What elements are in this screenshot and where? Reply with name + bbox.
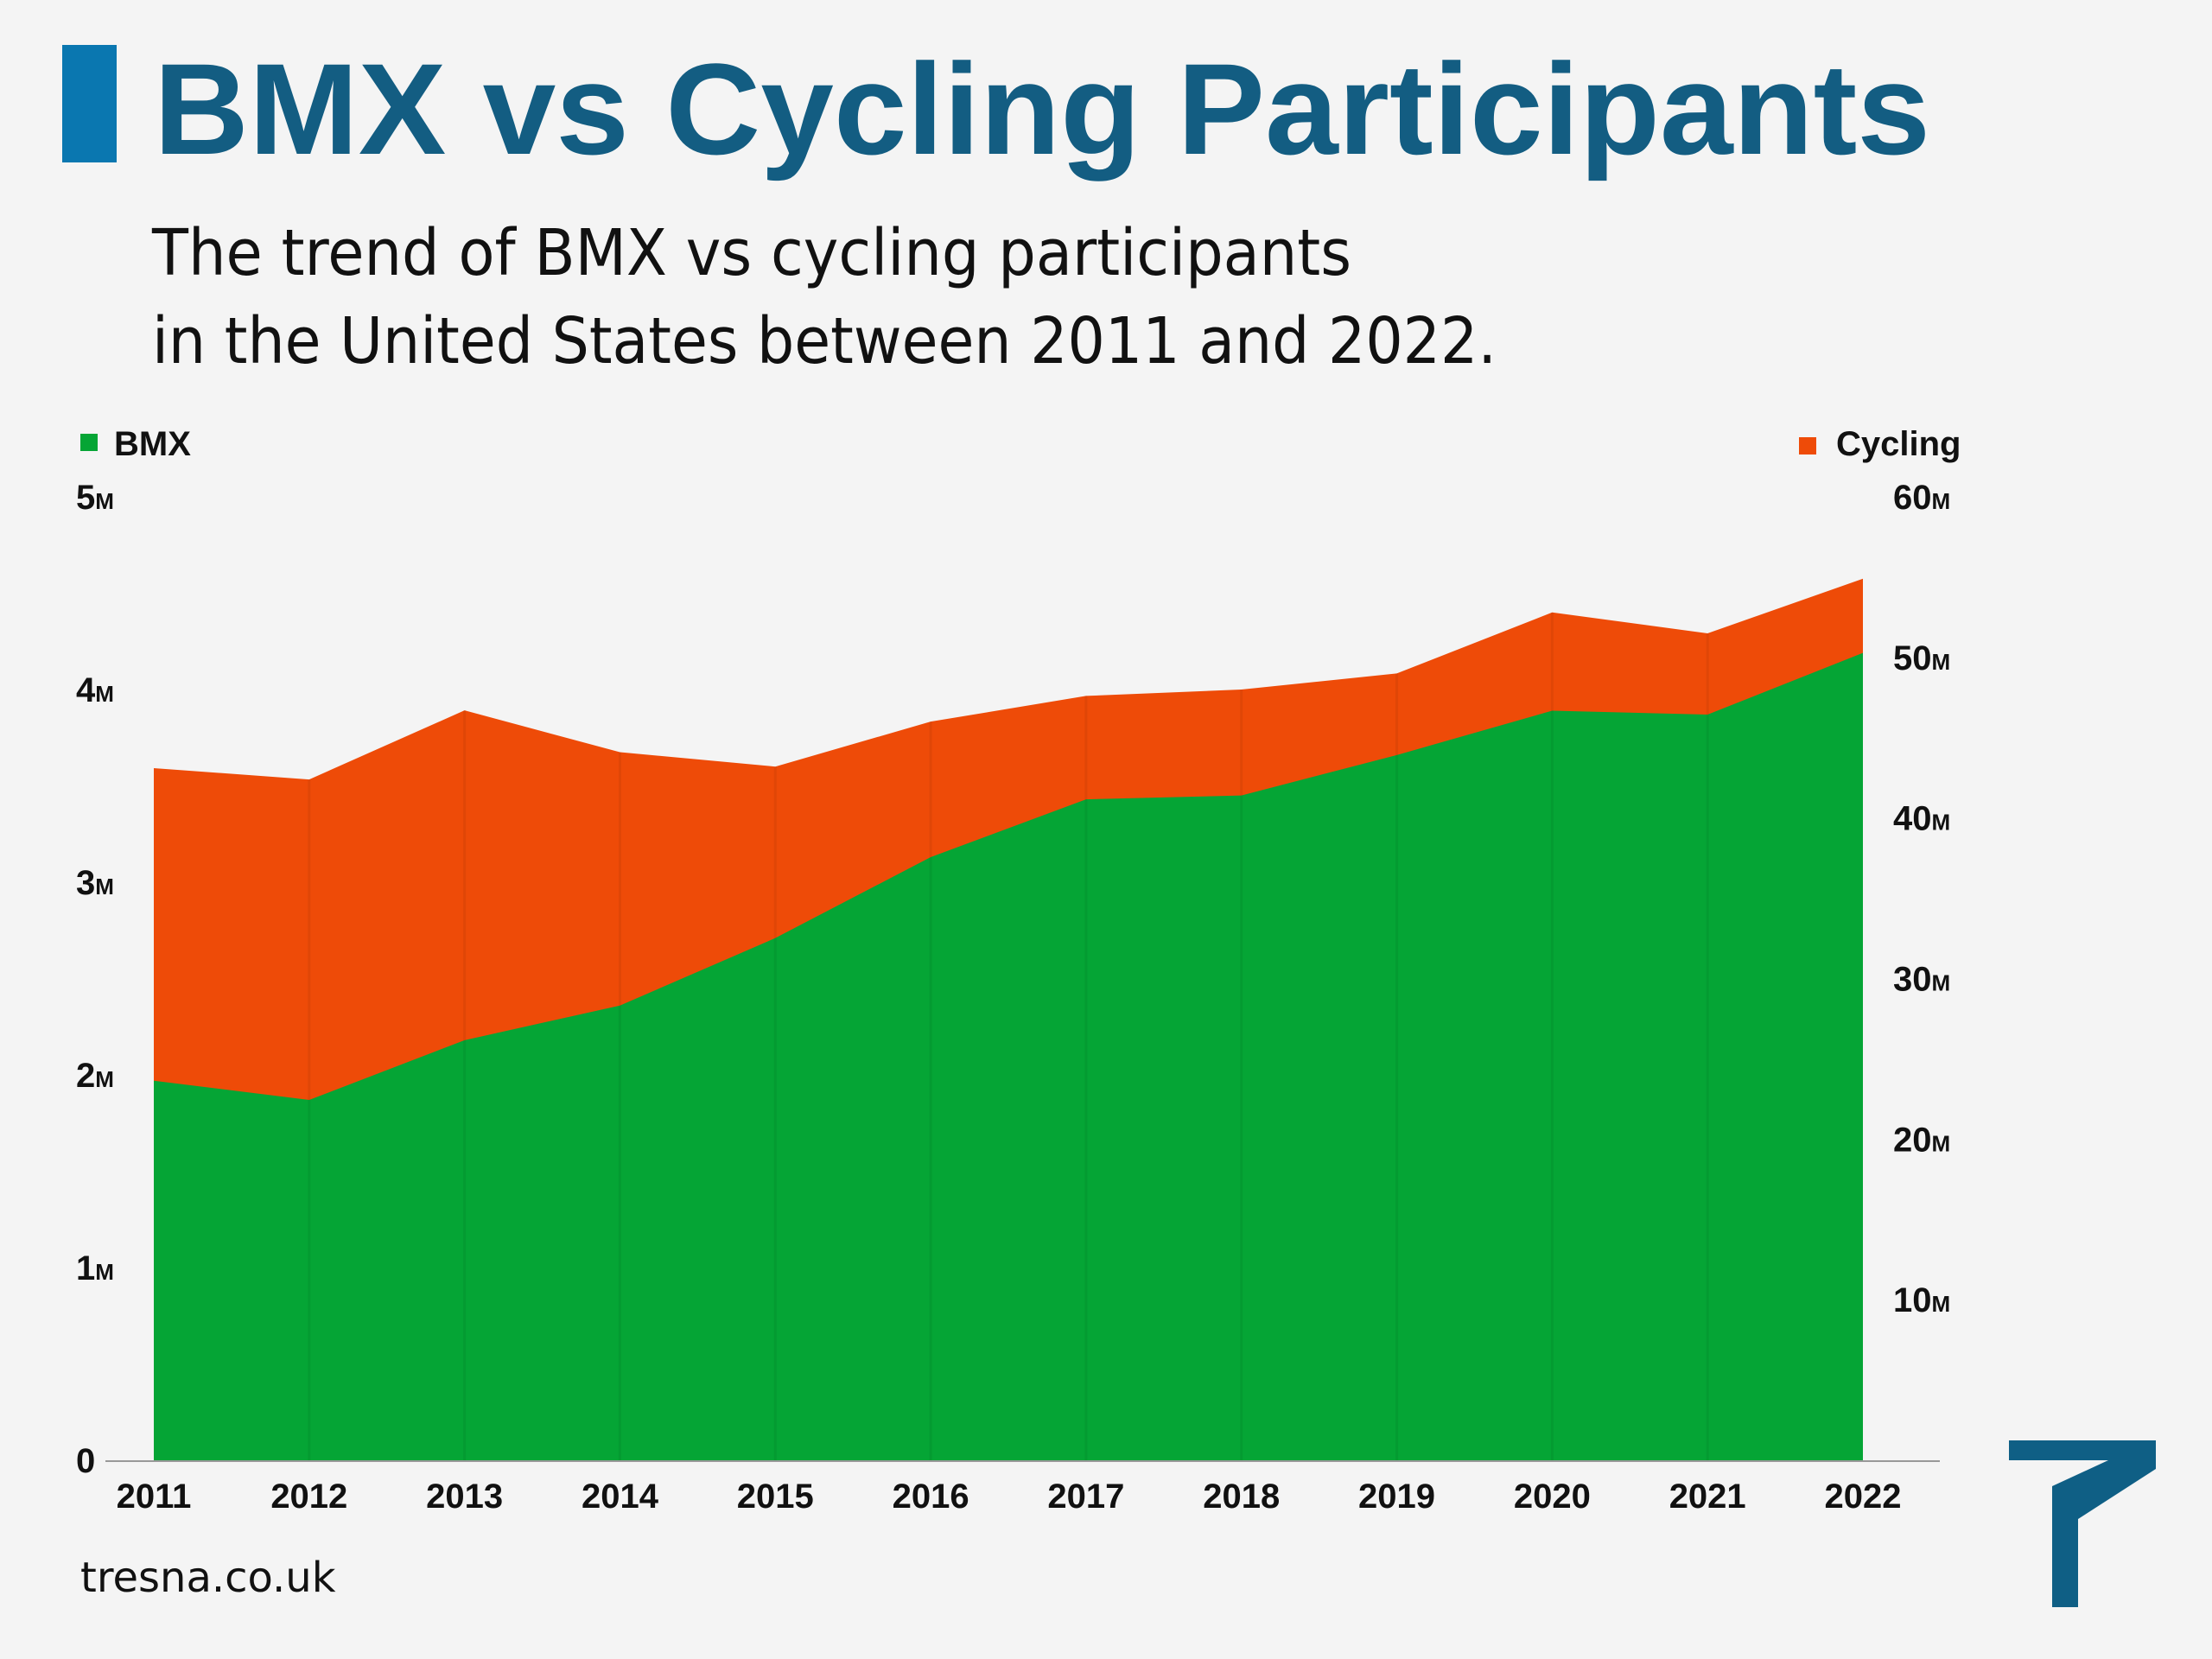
page-title: BMX vs Cycling Participants — [154, 36, 1930, 181]
left-tick-label: 4M — [76, 671, 114, 709]
tresna-logo — [2009, 1440, 2156, 1607]
legend-cycling: Cycling — [1799, 425, 1961, 463]
legend-bmx: BMX — [80, 425, 191, 463]
x-tick-label: 2013 — [426, 1478, 503, 1516]
footer-site: tresna.co.uk — [80, 1554, 336, 1602]
legend-bmx-label: BMX — [114, 425, 191, 463]
title-accent-bar — [62, 45, 117, 162]
subtitle-line-2: in the United States between 2011 and 20… — [152, 304, 1497, 378]
x-tick-label: 2021 — [1669, 1478, 1746, 1516]
legend-cycling-label: Cycling — [1836, 425, 1961, 463]
x-tick-label: 2018 — [1203, 1478, 1280, 1516]
right-tick-label: 10M — [1893, 1281, 1950, 1319]
x-tick-label: 2015 — [737, 1478, 814, 1516]
x-tick-label: 2017 — [1047, 1478, 1124, 1516]
legend-bmx-swatch — [80, 434, 98, 451]
x-tick-label: 2011 — [117, 1478, 192, 1516]
right-tick-label: 20M — [1893, 1121, 1950, 1159]
plot-area — [154, 578, 1863, 1460]
x-tick-label: 2022 — [1825, 1478, 1902, 1516]
left-tick-label: 2M — [76, 1057, 114, 1095]
x-tick-label: 2019 — [1358, 1478, 1435, 1516]
x-tick-label: 2020 — [1514, 1478, 1591, 1516]
x-tick-label: 2014 — [582, 1478, 659, 1516]
x-tick-label: 2012 — [270, 1478, 347, 1516]
axes: 2011 2012 2013 2014 2015 2016 2017 2018 2019 2020… — [76, 479, 1950, 1516]
left-tick-label: 0 — [76, 1442, 95, 1480]
bmx-area — [154, 652, 1863, 1460]
legend-cycling-swatch — [1799, 437, 1816, 454]
subtitle-line-1: The trend of BMX vs cycling participants — [151, 216, 1351, 290]
x-tick-label: 2016 — [893, 1478, 969, 1516]
